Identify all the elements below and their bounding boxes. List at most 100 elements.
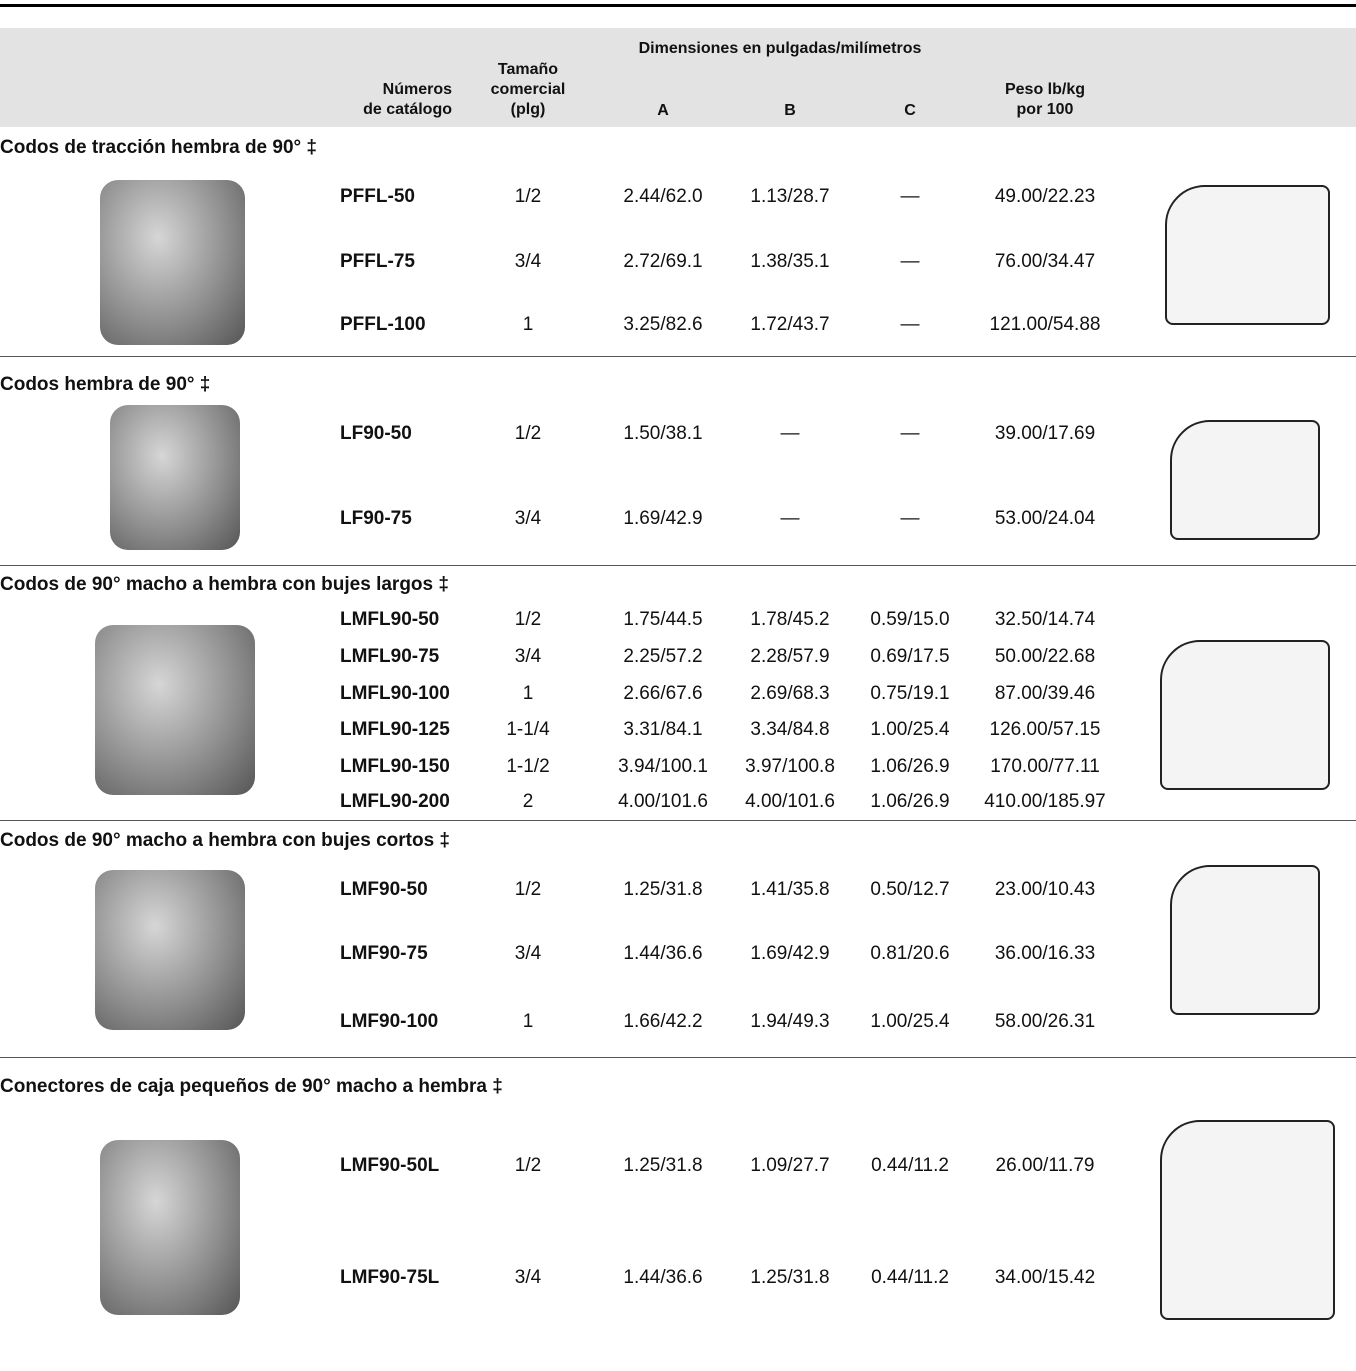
row-separator [0, 565, 1356, 566]
table-cell: 1/2 [514, 1155, 542, 1176]
product-photo [95, 870, 245, 1030]
table-cell: 3/4 [514, 943, 542, 964]
row-separator [0, 820, 1356, 821]
table-cell: 39.00/17.69 [994, 423, 1096, 444]
catalog-number: LF90-75 [340, 508, 412, 529]
product-photo [100, 1140, 240, 1315]
table-cell: 121.00/54.88 [989, 314, 1101, 335]
table-cell: 50.00/22.68 [994, 646, 1096, 667]
table-cell: 3.97/100.8 [745, 756, 835, 777]
table-cell: 2.28/57.9 [750, 646, 830, 667]
section-title: Codos hembra de 90° ‡ [0, 374, 211, 395]
catalog-number: LMFL90-100 [340, 683, 450, 704]
dimensions-header: Dimensiones en pulgadas/milímetros [638, 40, 922, 57]
table-cell: 3.25/82.6 [623, 314, 703, 335]
table-cell: — [900, 251, 920, 272]
table-cell: 4.00/101.6 [745, 791, 835, 812]
catalog-number: PFFL-50 [340, 186, 415, 207]
table-cell: — [900, 423, 920, 444]
catalog-number: LMFL90-200 [340, 791, 450, 812]
size-header: Tamaño comercial (plg) [478, 60, 578, 120]
header-line: Números [382, 81, 452, 98]
header-line: Tamaño [497, 61, 559, 78]
table-cell: 3/4 [514, 251, 542, 272]
table-cell: 3/4 [514, 508, 542, 529]
table-cell: 126.00/57.15 [989, 719, 1101, 740]
table-cell: 1.25/31.8 [623, 879, 703, 900]
table-cell: 4.00/101.6 [618, 791, 708, 812]
section-title: Codos de tracción hembra de 90° ‡ [0, 137, 317, 158]
section-title: Codos de 90° macho a hembra con bujes co… [0, 830, 450, 851]
catalog-header: Números de catálogo [320, 80, 452, 120]
catalog-number: LMFL90-125 [340, 719, 450, 740]
table-cell: 1.06/26.9 [870, 756, 950, 777]
table-cell: 1.44/36.6 [623, 943, 703, 964]
table-cell: 1.69/42.9 [623, 508, 703, 529]
catalog-number: LMFL90-50 [340, 609, 440, 630]
table-cell: 1.66/42.2 [623, 1011, 703, 1032]
dimension-drawing [1160, 640, 1330, 790]
table-cell: 1.25/31.8 [750, 1267, 830, 1288]
catalog-number: LMF90-100 [340, 1011, 439, 1032]
table-cell: 1/2 [514, 879, 542, 900]
table-cell: — [900, 314, 920, 335]
section-title: Conectores de caja pequeños de 90° macho… [0, 1076, 503, 1097]
dimension-drawing [1165, 185, 1330, 325]
table-cell: 32.50/14.74 [994, 609, 1096, 630]
table-cell: 0.44/11.2 [871, 1155, 949, 1176]
header-line: comercial [490, 81, 566, 98]
table-cell: 1-1/2 [506, 756, 550, 777]
catalog-number: LMF90-50L [340, 1155, 440, 1176]
table-cell: 1 [522, 1011, 534, 1032]
a-header: A [657, 102, 669, 119]
catalog-number: PFFL-75 [340, 251, 415, 272]
catalog-number: LMF90-75 [340, 943, 428, 964]
catalog-number: LMFL90-75 [340, 646, 440, 667]
table-cell: 3.94/100.1 [618, 756, 708, 777]
table-cell: 1.94/49.3 [750, 1011, 830, 1032]
table-cell: 1.13/28.7 [750, 186, 830, 207]
table-cell: 0.59/15.0 [870, 609, 950, 630]
table-cell: — [900, 186, 920, 207]
table-cell: 1.41/35.8 [750, 879, 830, 900]
header-line: por 100 [1016, 101, 1074, 118]
catalog-number: LF90-50 [340, 423, 412, 444]
table-cell: 3/4 [514, 646, 542, 667]
table-cell: 49.00/22.23 [994, 186, 1096, 207]
table-cell: 2 [522, 791, 534, 812]
table-cell: — [780, 508, 800, 529]
b-header: B [784, 102, 796, 119]
table-cell: 26.00/11.79 [995, 1155, 1095, 1176]
header-line: Peso lb/kg [1004, 81, 1086, 98]
table-cell: 58.00/26.31 [994, 1011, 1096, 1032]
table-cell: 1.50/38.1 [623, 423, 703, 444]
product-photo [100, 180, 245, 345]
table-cell: 2.69/68.3 [750, 683, 830, 704]
table-cell: 410.00/185.97 [984, 791, 1106, 812]
table-cell: 1.69/42.9 [750, 943, 830, 964]
table-cell: 0.50/12.7 [870, 879, 950, 900]
table-cell: 1.38/35.1 [750, 251, 830, 272]
table-cell: 2.66/67.6 [623, 683, 703, 704]
table-cell: 170.00/77.11 [990, 756, 1100, 777]
table-cell: 3.31/84.1 [623, 719, 703, 740]
table-cell: 1/2 [514, 609, 542, 630]
table-cell: — [780, 423, 800, 444]
header-band [0, 28, 1356, 127]
dimension-drawing [1170, 420, 1320, 540]
top-rule [0, 4, 1356, 7]
table-cell: 1.00/25.4 [870, 719, 950, 740]
table-cell: 1.06/26.9 [870, 791, 950, 812]
table-cell: 1.09/27.7 [750, 1155, 830, 1176]
table-cell: 53.00/24.04 [994, 508, 1096, 529]
table-cell: 1-1/4 [506, 719, 550, 740]
table-cell: 36.00/16.33 [994, 943, 1096, 964]
table-cell: 1.00/25.4 [870, 1011, 950, 1032]
table-cell: 1.72/43.7 [750, 314, 830, 335]
table-cell: 1.25/31.8 [623, 1155, 703, 1176]
header-line: de catálogo [363, 101, 452, 118]
row-separator [0, 356, 1356, 357]
table-cell: — [900, 508, 920, 529]
table-cell: 87.00/39.46 [994, 683, 1096, 704]
